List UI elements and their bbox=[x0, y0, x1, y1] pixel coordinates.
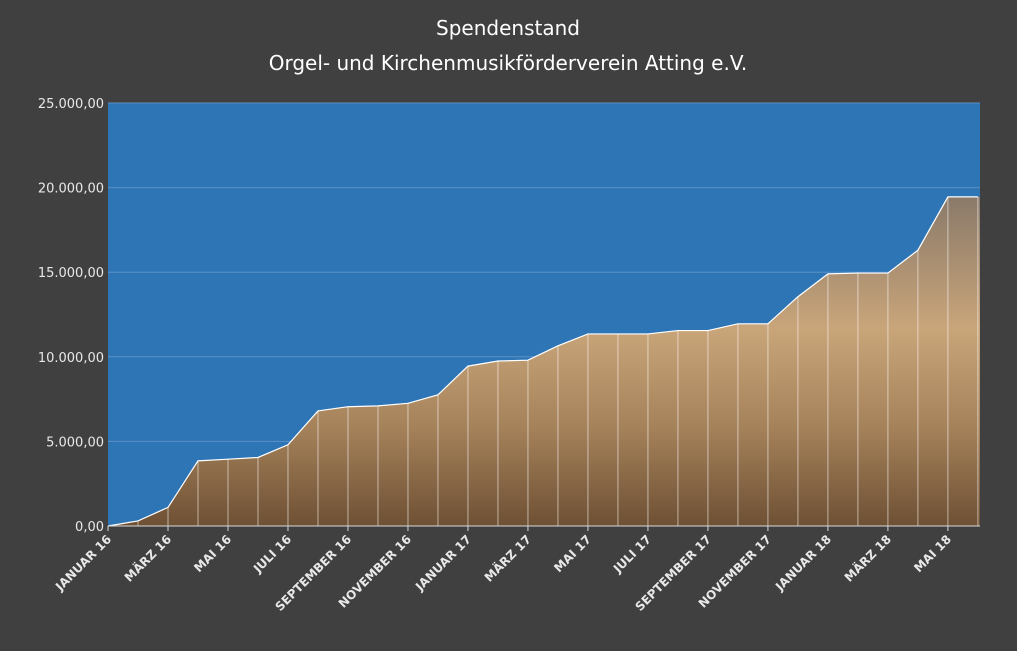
y-tick-label: 20.000,00 bbox=[38, 182, 104, 197]
y-tick-label: 0,00 bbox=[75, 520, 104, 535]
page: {"chart_data": {"type": "area", "title":… bbox=[0, 0, 1017, 655]
y-tick-label: 10.000,00 bbox=[38, 351, 104, 366]
y-tick-label: 5.000,00 bbox=[46, 435, 104, 450]
y-tick-label: 25.000,00 bbox=[38, 97, 104, 112]
chart-title: Spendenstand bbox=[436, 16, 580, 40]
y-tick-label: 15.000,00 bbox=[38, 266, 104, 281]
chart-subtitle: Orgel- und Kirchenmusikförderverein Atti… bbox=[269, 51, 748, 75]
chart: Spendenstand Orgel- und Kirchenmusikförd… bbox=[0, 0, 1017, 651]
